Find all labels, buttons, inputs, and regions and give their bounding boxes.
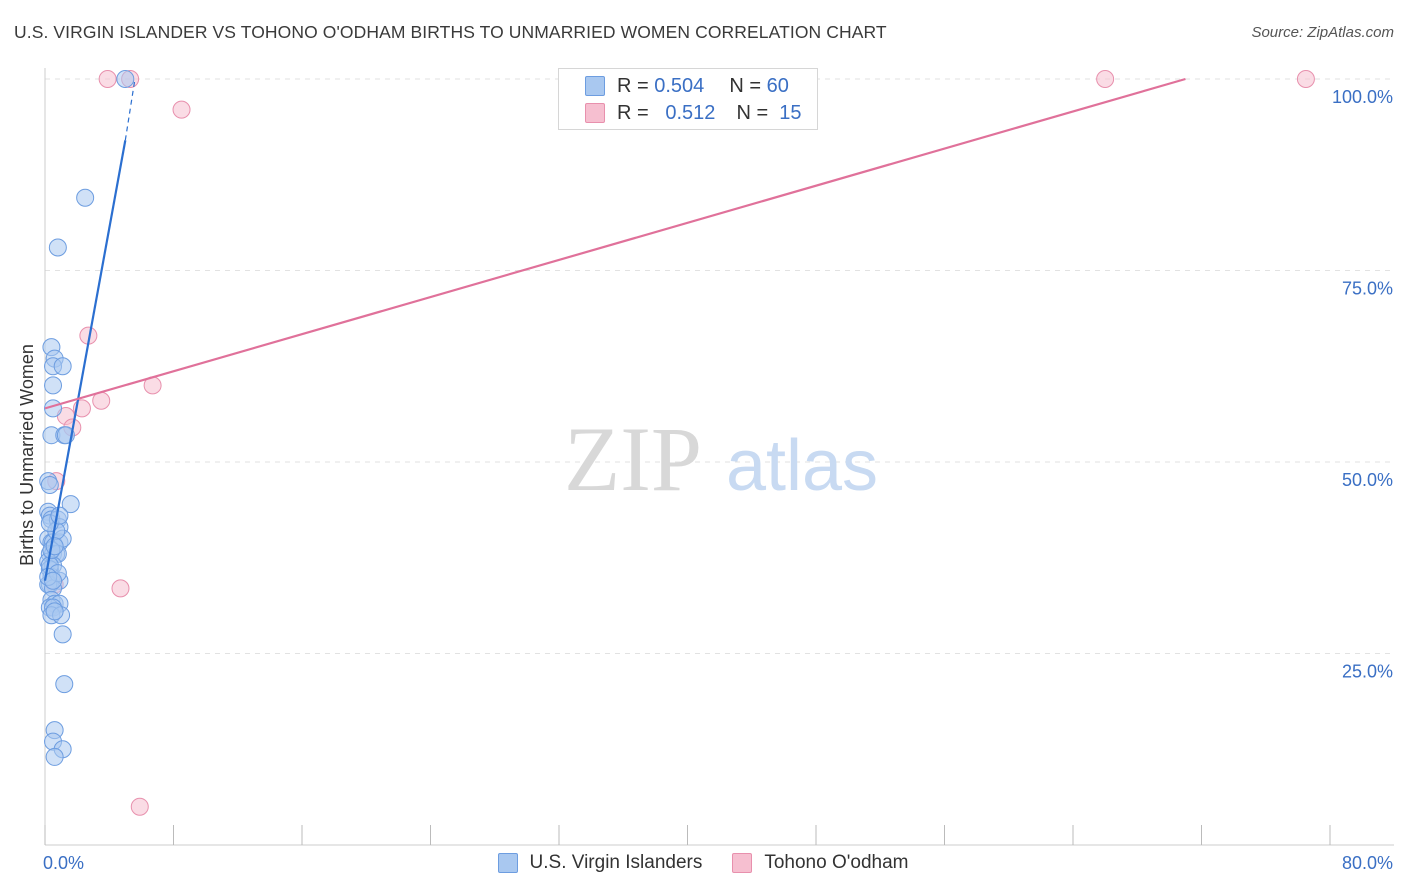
virgin-islander-point <box>45 537 64 556</box>
correlation-legend: R = 0.504 N = 60 R = 0.512 N = 15 <box>558 68 818 130</box>
watermark-atlas: atlas <box>726 426 878 506</box>
x-tick-label: 0.0% <box>43 853 84 873</box>
y-tick-label: 50.0% <box>1342 470 1393 490</box>
legend-r-label: R = <box>617 101 649 124</box>
legend-n-label: N = <box>736 101 769 124</box>
tohono-oodham-point <box>98 70 117 88</box>
virgin-islander-point <box>50 506 69 525</box>
virgin-islander-point <box>53 625 72 644</box>
tick-labels: 25.0% 50.0% 75.0% 100.0% 0.0% 80.0% <box>43 87 1393 873</box>
tohono-oodham-point <box>1296 70 1315 88</box>
legend-row-virgin-islanders: R = 0.504 N = 60 <box>585 73 789 99</box>
legend-r-label: R = <box>617 74 649 97</box>
legend-n-value: 60 <box>766 74 789 97</box>
legend-item-tohono-oodham[interactable]: Tohono O'odham <box>732 852 908 874</box>
legend-swatch-blue <box>497 853 518 873</box>
axes <box>44 68 1394 846</box>
legend-r-value: 0.504 <box>654 74 705 97</box>
trend-lines <box>43 77 1186 581</box>
virgin-islander-point <box>76 188 95 207</box>
legend-n-value: 15 <box>779 101 802 124</box>
x-tick-label: 80.0% <box>1342 853 1393 873</box>
legend-row-tohono-oodham: R = 0.512 N = 15 <box>585 100 802 126</box>
source-label: Source: ZipAtlas.com <box>1251 24 1394 41</box>
chart-title: U.S. VIRGIN ISLANDER VS TOHONO O'ODHAM B… <box>14 22 887 42</box>
virgin-islander-point <box>45 602 64 621</box>
legend-swatch-pink <box>732 853 753 873</box>
virgin-islander-point <box>40 475 59 494</box>
watermark-zip: ZIP <box>564 408 702 510</box>
virgin-islander-point <box>44 571 63 590</box>
virgin-islander-trend-extension <box>124 78 136 141</box>
tohono-oodham-point <box>130 797 149 816</box>
data-points <box>39 70 1315 816</box>
virgin-islander-point <box>55 675 74 694</box>
grid-lines <box>45 78 1394 654</box>
virgin-islander-point <box>45 747 64 766</box>
legend-series-label: U.S. Virgin Islanders <box>529 852 703 873</box>
y-tick-label: 100.0% <box>1332 87 1393 107</box>
legend-r-value: 0.512 <box>665 101 716 124</box>
tohono-oodham-point <box>111 579 130 598</box>
tohono-oodham-trend-line <box>44 77 1186 410</box>
watermark: ZIP atlas <box>564 408 878 510</box>
virgin-islander-point <box>61 495 80 514</box>
legend-n-label: N = <box>729 74 762 97</box>
virgin-islander-point <box>48 238 67 257</box>
legend-series-label: Tohono O'odham <box>764 852 909 873</box>
tohono-oodham-point <box>1096 70 1115 88</box>
virgin-islander-point <box>44 376 63 395</box>
tohono-oodham-point <box>172 100 191 119</box>
y-tick-label: 25.0% <box>1342 662 1393 682</box>
virgin-islander-point <box>53 357 72 376</box>
series-legend: U.S. Virgin Islanders Tohono O'odham <box>0 852 1406 874</box>
y-axis-label: Births to Unmarried Women <box>17 344 37 566</box>
virgin-islander-trend-line <box>43 140 127 581</box>
legend-item-virgin-islanders[interactable]: U.S. Virgin Islanders <box>497 852 703 874</box>
virgin-islander-point <box>116 70 135 88</box>
legend-swatch-pink <box>585 103 605 123</box>
y-tick-label: 75.0% <box>1342 279 1393 299</box>
legend-swatch-blue <box>585 76 605 96</box>
